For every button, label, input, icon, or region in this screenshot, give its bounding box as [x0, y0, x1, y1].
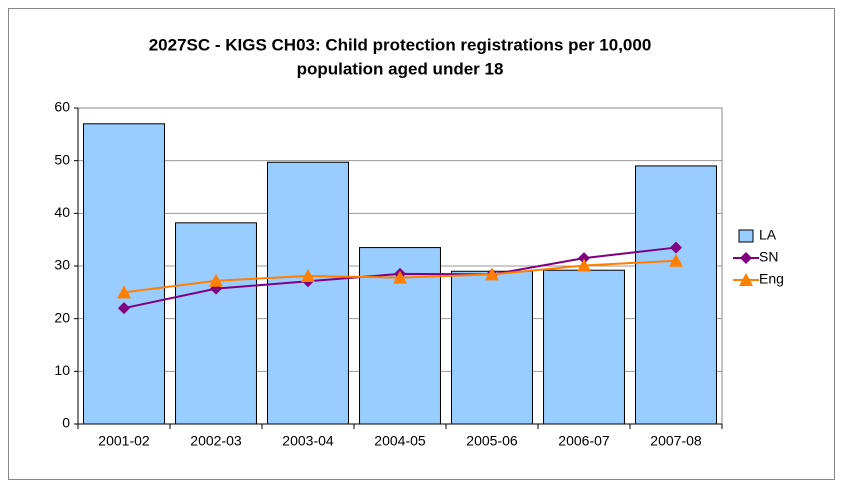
chart-title: population aged under 18 — [297, 59, 504, 78]
marker — [740, 252, 752, 264]
marker — [577, 258, 591, 272]
y-tick-label: 40 — [54, 204, 70, 220]
marker — [117, 285, 131, 299]
marker — [578, 252, 590, 265]
legend-label: SN — [759, 249, 778, 265]
legend-swatch — [738, 229, 754, 243]
x-tick-label: 2003-04 — [282, 433, 334, 449]
bar — [543, 269, 625, 425]
x-tick-label: 2005-06 — [466, 433, 518, 449]
y-tick-label: 10 — [54, 362, 70, 378]
x-tick-label: 2001-02 — [98, 433, 150, 449]
bar — [267, 161, 349, 425]
x-tick-label: 2004-05 — [374, 433, 426, 449]
marker — [670, 241, 682, 254]
bar — [83, 123, 165, 425]
marker — [209, 273, 223, 287]
marker — [393, 270, 407, 284]
bar — [451, 270, 533, 425]
chart-title: 2027SC - KIGS CH03: Child protection reg… — [149, 35, 652, 54]
y-tick-label: 30 — [54, 257, 70, 273]
marker — [118, 302, 130, 315]
y-tick-label: 20 — [54, 309, 70, 325]
marker — [301, 269, 315, 283]
x-tick-label: 2006-07 — [558, 433, 610, 449]
x-tick-label: 2007-08 — [650, 433, 702, 449]
marker — [739, 273, 753, 286]
legend-label: Eng — [759, 271, 784, 287]
legend-label: LA — [759, 227, 777, 243]
x-tick-label: 2002-03 — [190, 433, 242, 449]
y-tick-label: 50 — [54, 151, 70, 167]
y-tick-label: 60 — [54, 99, 70, 115]
marker — [669, 253, 683, 267]
bar — [635, 165, 717, 425]
marker — [485, 267, 499, 281]
y-tick-label: 0 — [62, 415, 70, 431]
bar — [175, 222, 257, 425]
